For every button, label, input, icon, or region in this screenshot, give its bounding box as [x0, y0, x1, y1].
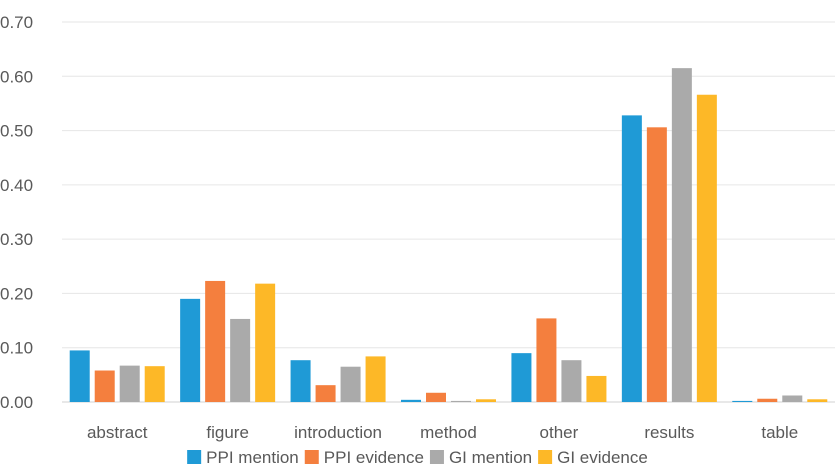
- bar: [401, 399, 421, 402]
- x-tick-label: figure: [206, 423, 249, 442]
- bar: [290, 360, 311, 402]
- legend-label: GI mention: [449, 448, 532, 467]
- y-tick-label: 0.70: [0, 13, 33, 32]
- legend-label: GI evidence: [557, 448, 648, 467]
- legend-swatch: [538, 450, 553, 464]
- bar: [451, 400, 471, 402]
- x-axis-labels: abstract figure introduction method other res…: [87, 423, 798, 442]
- bars: [69, 68, 828, 403]
- y-tick-label: 0.40: [0, 176, 33, 195]
- gridlines: [62, 21, 835, 403]
- y-tick-label: 0.50: [0, 122, 33, 141]
- legend-label: PPI evidence: [324, 448, 424, 467]
- x-tick-label: table: [761, 423, 798, 442]
- bar: [732, 400, 753, 402]
- y-tick-label: 0.20: [0, 284, 33, 303]
- x-tick-label: other: [540, 423, 579, 442]
- bar: [696, 94, 717, 402]
- legend-swatch: [187, 450, 202, 464]
- legend-swatch: [304, 450, 319, 464]
- bar: [205, 280, 226, 402]
- bar: [782, 395, 803, 402]
- y-tick-label: 0.10: [0, 339, 33, 358]
- bar: [671, 68, 692, 403]
- bar: [144, 366, 165, 402]
- bar: [180, 298, 201, 402]
- y-tick-label: 0.00: [0, 393, 33, 412]
- x-tick-label: method: [420, 423, 477, 442]
- bar: [807, 399, 828, 402]
- bar: [94, 370, 115, 402]
- bar: [511, 353, 532, 402]
- bar: [586, 375, 607, 402]
- x-tick-label: abstract: [87, 423, 148, 442]
- legend: PPI mention PPI evidence GI mention GI evid…: [187, 448, 648, 467]
- x-tick-label: results: [644, 423, 694, 442]
- bar: [69, 350, 90, 402]
- bar: [536, 318, 557, 402]
- y-tick-label: 0.30: [0, 230, 33, 249]
- bar: [621, 115, 642, 402]
- x-tick-label: introduction: [294, 423, 382, 442]
- bar: [119, 365, 140, 402]
- y-axis-ticks: 0.00 0.10 0.20 0.30 0.40 0.50 0.60 0.70: [0, 13, 33, 412]
- bar: [646, 127, 667, 403]
- legend-swatch: [429, 450, 444, 464]
- bar: [561, 360, 582, 402]
- bar: [340, 366, 361, 402]
- bar: [476, 399, 496, 402]
- y-tick-label: 0.60: [0, 67, 33, 86]
- bar: [365, 356, 386, 402]
- legend-label: PPI mention: [206, 448, 299, 467]
- bar: [315, 385, 336, 402]
- bar: [426, 392, 446, 402]
- bar: [757, 398, 778, 402]
- bar: [230, 318, 251, 402]
- bar: [255, 283, 276, 402]
